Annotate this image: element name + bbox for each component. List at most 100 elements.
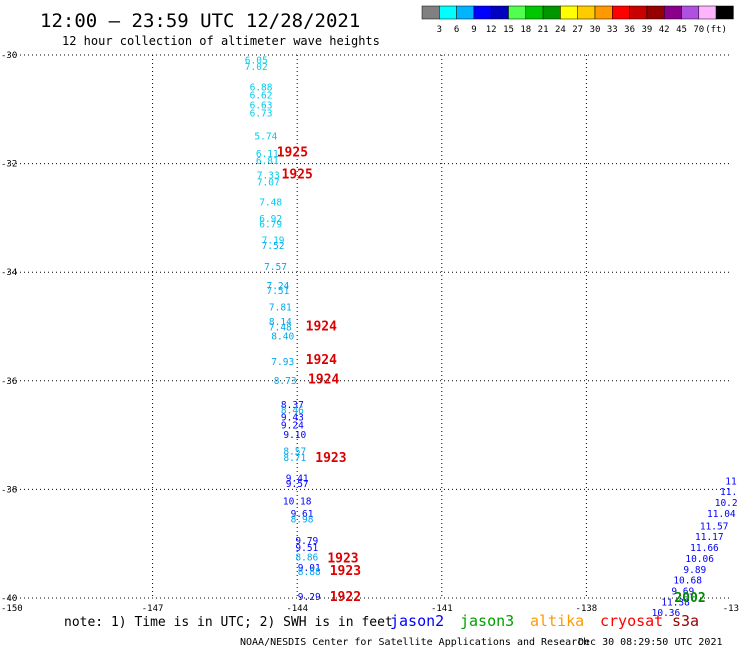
wave-height-value: 7.33 bbox=[257, 171, 280, 182]
legend-label: 36 bbox=[624, 25, 635, 35]
legend-swatch bbox=[439, 5, 457, 20]
x-tick-label: -138 bbox=[576, 604, 598, 614]
x-tick-label: -150 bbox=[1, 604, 23, 614]
wave-height-value: 9.51 bbox=[295, 543, 318, 554]
legend-swatch bbox=[715, 5, 734, 20]
time-label: 1924 bbox=[306, 320, 337, 335]
wave-height-value: 11 bbox=[725, 476, 737, 487]
wave-height-value: 8.46 bbox=[281, 406, 304, 417]
legend-label: 45 bbox=[676, 25, 687, 35]
wave-height-value: 9.57 bbox=[286, 479, 309, 490]
wave-height-value: 7.24 bbox=[266, 281, 289, 292]
x-tick-label: -141 bbox=[431, 604, 453, 614]
satellite-legend-item: cryosat bbox=[600, 612, 663, 630]
legend-swatch bbox=[490, 5, 509, 20]
time-label: 1925 bbox=[282, 167, 313, 182]
wave-height-value: 9.24 bbox=[281, 420, 304, 431]
satellite-legend-item: jason3 bbox=[460, 612, 514, 630]
credit-text: NOAA/NESDIS Center for Satellite Applica… bbox=[240, 637, 589, 648]
wave-height-points: 6.057.02 6.886.626.636.73 5.74 6.116.81 7.33… bbox=[245, 55, 738, 619]
wave-height-value: 6.92 bbox=[259, 214, 282, 225]
wave-height-value: 8.86 bbox=[295, 552, 318, 563]
wave-height-value: 10.18 bbox=[283, 496, 312, 507]
time-label: 1922 bbox=[330, 590, 361, 605]
legend-label: 21 bbox=[538, 25, 549, 35]
time-label: 1924 bbox=[306, 353, 337, 368]
wave-height-value: 9.10 bbox=[283, 430, 306, 441]
legend-label: 9 bbox=[471, 25, 476, 35]
legend-label: 18 bbox=[520, 25, 531, 35]
wave-height-value: 11.66 bbox=[690, 543, 719, 554]
wave-height-value: 8.98 bbox=[291, 514, 314, 525]
wave-height-value: 9.29 bbox=[298, 592, 321, 603]
wave-height-value: 9.01 bbox=[298, 563, 321, 574]
satellite-legend-item: altika bbox=[530, 612, 584, 630]
wave-height-value: 11.17 bbox=[695, 532, 724, 543]
grid bbox=[8, 54, 731, 599]
note-text: note: 1) Time is in UTC; 2) SWH is in fe… bbox=[64, 615, 393, 630]
wave-height-value: 9.41 bbox=[286, 474, 309, 485]
x-tick-label: -13 bbox=[723, 604, 739, 614]
x-tick-label: -144 bbox=[286, 604, 308, 614]
legend-swatch bbox=[508, 5, 527, 20]
satellite-legend: jason2 jason3 altika cryosat s3a bbox=[390, 612, 699, 630]
wave-height-value: 11.04 bbox=[707, 509, 736, 520]
legend-label: 33 bbox=[607, 25, 618, 35]
time-label: 2002 bbox=[674, 591, 705, 606]
wave-height-value: 7.81 bbox=[269, 302, 292, 313]
wave-height-value: 11. bbox=[720, 487, 737, 498]
wave-height-value: 7.48 bbox=[259, 198, 282, 209]
wave-height-value: 10.68 bbox=[673, 576, 702, 587]
wave-height-value: 6.81 bbox=[256, 156, 279, 167]
time-label: 1925 bbox=[277, 146, 308, 161]
wave-height-value: 6.88 bbox=[250, 83, 273, 94]
wave-height-value: 7.02 bbox=[245, 62, 268, 73]
legend-swatch bbox=[473, 5, 492, 20]
time-label: 1923 bbox=[327, 551, 358, 566]
satellite-legend-item: jason2 bbox=[390, 612, 444, 630]
legend-swatch bbox=[629, 5, 648, 20]
y-tick-label: -32 bbox=[1, 160, 17, 170]
wave-height-value: 8.57 bbox=[283, 446, 306, 457]
wave-height-value: 7.07 bbox=[257, 178, 280, 189]
wave-height-value: 11.57 bbox=[700, 521, 729, 532]
time-label: 1924 bbox=[308, 373, 339, 388]
legend-label: 39 bbox=[641, 25, 652, 35]
timestamp-text: Dec 30 08:29:50 UTC 2021 bbox=[578, 637, 723, 648]
legend-swatch bbox=[577, 5, 596, 20]
wave-height-value: 6.11 bbox=[256, 149, 279, 160]
legend-swatch bbox=[698, 5, 717, 20]
legend-label: 12 bbox=[486, 25, 497, 35]
wave-height-value: 7.52 bbox=[262, 241, 285, 252]
legend-swatch bbox=[525, 5, 544, 20]
wave-height-value: 9.89 bbox=[683, 565, 706, 576]
wave-height-value: 7.93 bbox=[271, 357, 294, 368]
legend-swatch bbox=[646, 5, 665, 20]
wave-height-value: 6.05 bbox=[245, 55, 268, 66]
satellite-legend-item: s3a bbox=[672, 612, 699, 630]
legend-swatch bbox=[542, 5, 561, 20]
chart-title: 12:00 — 23:59 UTC 12/28/2021 bbox=[40, 10, 360, 32]
wave-height-value: 11.38 bbox=[661, 597, 690, 608]
legend-swatch bbox=[594, 5, 613, 20]
y-tick-label: -38 bbox=[1, 485, 17, 495]
wave-height-value: 10.2 bbox=[715, 498, 738, 509]
chart-subtitle: 12 hour collection of altimeter wave hei… bbox=[62, 34, 380, 48]
y-tick-label: -40 bbox=[1, 594, 17, 604]
wave-height-value: 6.73 bbox=[250, 109, 273, 120]
y-tick-label: -34 bbox=[1, 268, 17, 278]
time-label: 1923 bbox=[330, 564, 361, 579]
time-label: 1923 bbox=[315, 451, 346, 466]
y-tick-label: -36 bbox=[1, 377, 17, 387]
wave-height-value: 6.62 bbox=[250, 91, 273, 102]
legend-swatch bbox=[421, 5, 440, 20]
legend-swatch bbox=[663, 5, 682, 20]
legend-label: 15 bbox=[503, 25, 514, 35]
wave-height-value: 7.51 bbox=[266, 286, 289, 297]
wave-height-value: 6.63 bbox=[250, 100, 273, 111]
legend-label: 42 bbox=[659, 25, 670, 35]
legend-label: 27 bbox=[572, 25, 583, 35]
legend-swatch bbox=[560, 5, 578, 20]
